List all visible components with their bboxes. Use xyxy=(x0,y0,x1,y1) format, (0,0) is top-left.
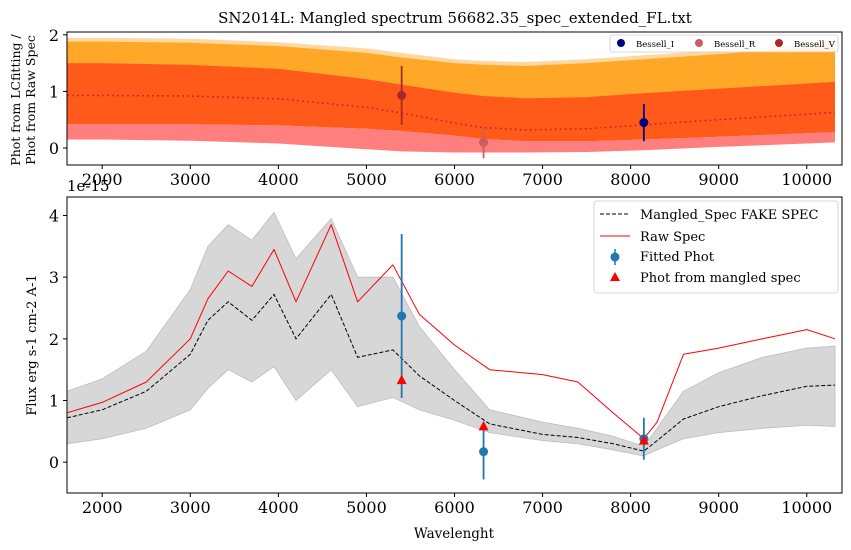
spectrum-band xyxy=(67,211,836,457)
lower-uncertainty-band xyxy=(67,124,835,153)
spectrum-lines xyxy=(67,224,836,452)
top-x-ticks: 2000 3000 4000 5000 6000 7000 8000 9000 10000 xyxy=(82,165,832,189)
ratio-line xyxy=(67,94,836,131)
x-tick-label: 10000 xyxy=(781,498,832,517)
legend-marker-bessell-i xyxy=(617,39,625,47)
y-tick-label: 0 xyxy=(49,139,59,158)
ratio-points xyxy=(397,65,649,159)
ratio-point xyxy=(397,90,407,100)
spectrum-points xyxy=(396,234,649,480)
legend-label-bessell-i: Bessell_I xyxy=(636,40,674,50)
x-tick-label: 10000 xyxy=(781,170,832,189)
x-tick-label: 2000 xyxy=(82,498,123,517)
legend-label-mangled-phot: Phot from mangled spec xyxy=(640,271,801,286)
x-tick-label: 4000 xyxy=(258,498,299,517)
top-y-ticks: 0 1 2 xyxy=(49,26,67,158)
ratio-bands xyxy=(67,37,835,153)
x-tick-label: 5000 xyxy=(346,170,387,189)
ratio-point xyxy=(639,118,649,128)
mangled-phot-point xyxy=(478,420,489,431)
legend-label-raw: Raw Spec xyxy=(640,230,705,245)
top-title: SN2014L: Mangled spectrum 56682.35_spec_… xyxy=(218,9,692,27)
top-legend-frame xyxy=(609,34,839,53)
orange-uncertainty-band xyxy=(67,41,835,99)
legend-marker-bessell-r xyxy=(695,39,703,47)
x-tick-label: 3000 xyxy=(170,498,211,517)
x-tick-label: 6000 xyxy=(434,170,475,189)
ratio-curve xyxy=(67,94,836,131)
legend-label-bessell-v: Bessell_V xyxy=(794,40,836,50)
x-tick-label: 8000 xyxy=(610,170,651,189)
y-tick-label: 2 xyxy=(49,330,59,349)
x-tick-label: 9000 xyxy=(698,498,739,517)
spectrum-panel: 2000 3000 4000 5000 6000 7000 8000 9000 10000 0 1… xyxy=(25,196,843,542)
x-tick-label: 4000 xyxy=(258,170,299,189)
legend-marker-fitted xyxy=(610,252,620,262)
x-tick-label: 3000 xyxy=(170,170,211,189)
y-tick-label: 0 xyxy=(49,453,59,472)
bottom-x-ticks: 2000 3000 4000 5000 6000 7000 8000 9000 10000 xyxy=(82,493,832,517)
x-tick-label: 5000 xyxy=(346,498,387,517)
bottom-ylabel: Flux erg s-1 cm-2 A-1 xyxy=(25,274,40,415)
fitted-phot-point xyxy=(397,311,407,321)
mangled-spec-line xyxy=(67,293,836,452)
top-ylabel-line2: Phot from Raw Spec xyxy=(23,35,38,165)
x-tick-label: 7000 xyxy=(522,170,563,189)
legend-label-bessell-r: Bessell_R xyxy=(714,40,756,50)
legend-label-mangled: Mangled_Spec FAKE SPEC xyxy=(640,208,819,223)
y-tick-label: 3 xyxy=(49,268,59,287)
legend-marker-mangled-phot xyxy=(610,272,620,281)
x-tick-label: 9000 xyxy=(698,170,739,189)
top-legend: Bessell_I Bessell_R Bessell_V xyxy=(609,34,839,53)
mangled-phot-point xyxy=(638,435,649,445)
raw-spec-line xyxy=(67,224,836,440)
y-tick-label: 2 xyxy=(49,26,59,45)
mangled-uncertainty-band xyxy=(67,211,836,457)
mangled-phot-point xyxy=(396,374,407,385)
y-tick-label: 4 xyxy=(49,207,59,226)
bottom-legend: Mangled_Spec FAKE SPEC Raw Spec Fitted P… xyxy=(593,200,839,294)
legend-marker-bessell-v xyxy=(775,39,783,47)
fitted-phot-point xyxy=(479,447,489,457)
x-tick-label: 7000 xyxy=(522,498,563,517)
ratio-panel: SN2014L: Mangled spectrum 56682.35_spec_… xyxy=(8,9,843,195)
top-offset-text: 1e-15 xyxy=(67,177,110,195)
x-tick-label: 8000 xyxy=(610,498,651,517)
y-tick-label: 1 xyxy=(49,392,59,411)
x-tick-label: 6000 xyxy=(434,498,475,517)
top-ylabel-line1: Phot from LCfitting / xyxy=(8,34,23,166)
y-tick-label: 1 xyxy=(49,82,59,101)
legend-label-fitted: Fitted Phot xyxy=(640,250,715,265)
bottom-xlabel: Wavelenght xyxy=(414,526,495,542)
ratio-point xyxy=(479,137,489,147)
bottom-legend-frame xyxy=(593,200,839,294)
bottom-y-ticks: 0 1 2 3 4 xyxy=(49,207,67,472)
x-tick-label: 2000 xyxy=(82,170,123,189)
